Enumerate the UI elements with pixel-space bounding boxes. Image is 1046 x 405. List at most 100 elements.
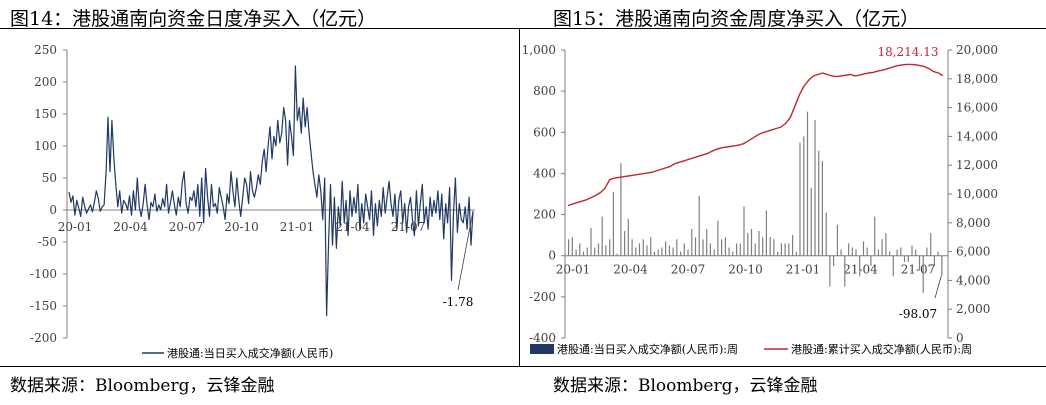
right-bar	[877, 249, 879, 256]
right-bar	[825, 212, 827, 256]
right-x-tick-label: 21-07	[901, 263, 936, 277]
right-bar	[635, 247, 637, 256]
right-bar	[889, 251, 891, 256]
right-bar	[792, 235, 794, 256]
right-chart-title: 图15：港股通南向资金周度净买入（亿元）	[553, 8, 920, 30]
right-bar	[777, 251, 779, 256]
right-bar	[915, 249, 917, 256]
right-bar	[937, 251, 939, 256]
right-y-tick-label: 200	[533, 208, 556, 222]
right-bar	[814, 119, 816, 256]
right-bar	[605, 245, 607, 256]
right-y2-tick-label: 2,000	[956, 302, 990, 316]
right-cumulative-line	[567, 63, 944, 207]
right-bar	[612, 191, 614, 256]
right-bar	[784, 243, 786, 256]
right-y-tick-label: 800	[533, 84, 556, 98]
left-y-tick-label: -200	[30, 331, 57, 345]
left-y-tick-label: 50	[42, 171, 57, 185]
left-source-note: 数据来源：Bloomberg，云锋金融	[10, 376, 275, 396]
left-y-tick-label: 150	[34, 107, 57, 121]
right-bar	[855, 249, 857, 256]
right-bar	[930, 233, 932, 256]
right-bar	[754, 243, 756, 256]
left-series-line	[68, 65, 474, 317]
right-bar	[885, 233, 887, 256]
left-x-tick-label: 21-01	[280, 220, 315, 234]
right-bar	[900, 247, 902, 256]
right-bar	[859, 255, 861, 277]
right-bar	[833, 255, 835, 266]
right-bar	[874, 216, 876, 256]
right-bar	[848, 243, 850, 256]
right-bar	[694, 237, 697, 256]
right-bar	[661, 247, 663, 256]
right-bar	[922, 255, 924, 293]
left-x-tick-label: 20-07	[169, 220, 204, 234]
top-rule	[0, 28, 1046, 29]
right-bar	[933, 255, 935, 266]
right-bar	[668, 245, 670, 256]
right-bar	[851, 247, 853, 256]
right-bar	[903, 255, 906, 262]
right-legend-line-label: 港股通:累计买入成交净额(人民币):周	[791, 342, 972, 356]
right-bar	[728, 247, 730, 256]
right-bar	[795, 251, 797, 256]
right-bar	[706, 229, 708, 256]
right-bar	[892, 255, 894, 277]
right-bar	[717, 220, 719, 256]
right-bar	[575, 249, 577, 256]
left-x-tick-label: 21-04	[335, 220, 370, 234]
right-bar	[676, 239, 678, 256]
left-x-tick-label: 20-04	[113, 220, 148, 234]
left-y-tick-label: 200	[34, 75, 57, 89]
right-bar	[691, 229, 693, 256]
right-y2-tick-label: 14,000	[956, 129, 998, 143]
left-y-tick-label: 250	[34, 43, 57, 57]
right-bar	[680, 251, 682, 256]
right-bar	[579, 243, 581, 256]
right-bar	[747, 233, 749, 256]
daily-net-buy-chart: -200 -150 -100 -50 0 50 100 150 200 250 20-01 20-04…	[30, 43, 475, 360]
panel-divider	[519, 28, 520, 366]
right-bar	[683, 243, 685, 256]
right-x-tick-label: 20-04	[613, 263, 648, 277]
right-x-tick-label: 21-01	[786, 263, 821, 277]
right-bar	[627, 218, 629, 256]
left-annotation-label: -1.78	[443, 295, 474, 309]
right-bar	[840, 249, 842, 256]
right-y2-tick-label: 8,000	[956, 216, 990, 230]
right-y2-tick-label: 16,000	[956, 101, 998, 115]
right-y2-tick-label: 12,000	[956, 158, 998, 172]
right-y-tick-label: -400	[529, 331, 556, 345]
right-bar	[601, 216, 603, 256]
right-annotation-weekly: -98.07	[899, 307, 937, 321]
right-bar	[780, 243, 782, 256]
right-bar	[896, 249, 898, 256]
right-bar	[590, 227, 592, 256]
right-bar	[799, 142, 801, 256]
right-bar	[638, 243, 641, 256]
right-bar	[750, 229, 753, 256]
right-bar	[653, 251, 656, 256]
weekly-net-buy-chart: -400 -200 0 200 400 600 800 1,000 0 2,000 4,000 6,0…	[522, 43, 998, 356]
right-bar	[631, 239, 633, 256]
right-bar	[594, 247, 596, 256]
right-bar	[836, 224, 838, 256]
right-bar	[926, 247, 928, 256]
right-y2-tick-label: 18,000	[956, 72, 998, 86]
right-bar	[698, 196, 700, 256]
right-x-tick-label: 20-01	[556, 263, 591, 277]
right-bar	[941, 255, 943, 276]
right-bar	[821, 161, 823, 256]
right-y2-tick-label: 0	[956, 331, 964, 345]
right-y2-tick-label: 4,000	[956, 273, 990, 287]
right-bar	[862, 241, 865, 256]
right-bar	[724, 237, 726, 256]
right-bar	[642, 239, 644, 256]
right-bar	[769, 237, 771, 256]
left-legend-label: 港股通:当日买入成交净额(人民币)	[167, 346, 333, 360]
right-bar	[773, 239, 775, 256]
right-y-tick-label: -200	[529, 290, 556, 304]
right-bar	[597, 243, 600, 256]
